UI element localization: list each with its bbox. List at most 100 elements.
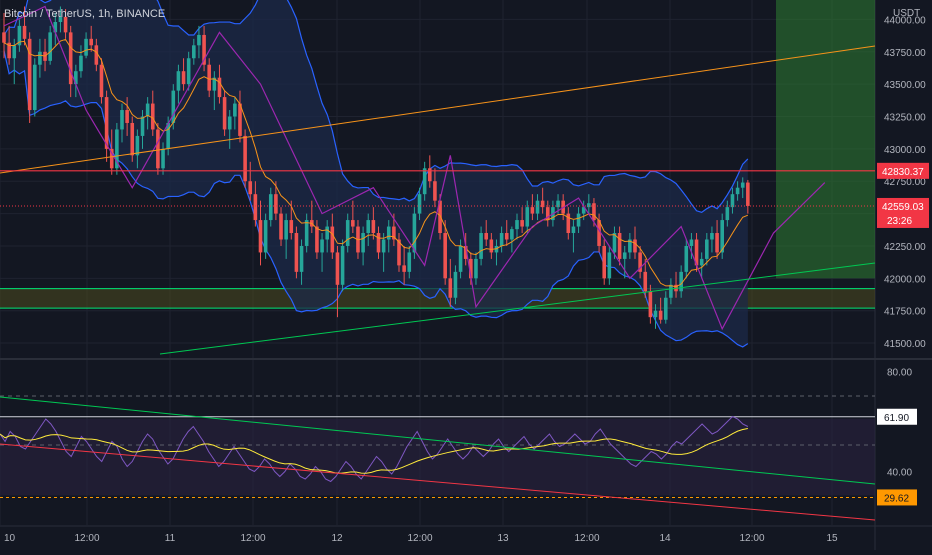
resistance-label: 42830.37 — [882, 167, 924, 178]
candle-body — [340, 245, 345, 285]
rsi-upper-box — [877, 408, 917, 425]
rsi-lower-box — [877, 489, 917, 506]
time-tick-label: 12:00 — [74, 533, 99, 544]
candle-body — [171, 90, 176, 123]
candle-body — [145, 103, 150, 117]
rsi-line — [0, 415, 749, 483]
candle-body — [684, 245, 689, 272]
price-tick-label: 44000.00 — [884, 15, 926, 26]
zigzag-line — [3, 5, 826, 331]
rsi-lower-label: 29.62 — [884, 493, 909, 504]
candle-body — [330, 226, 335, 253]
current-price-box — [877, 197, 929, 228]
candle-body — [258, 220, 263, 253]
rsi-upper-label: 61.90 — [884, 413, 909, 424]
rsi-band — [0, 418, 875, 496]
candle-body — [602, 245, 607, 279]
candle-body — [53, 22, 58, 33]
candle-body — [192, 45, 196, 59]
candle-body — [412, 213, 417, 253]
candle-body — [89, 38, 94, 46]
candle-body — [694, 239, 699, 266]
chart-title: Bitcoin / TetherUS, 1h, BINANCE — [4, 8, 166, 20]
price-tick-label: 42750.00 — [884, 177, 926, 188]
candle-body — [653, 310, 658, 318]
candle-body — [633, 239, 637, 253]
time-tick-label: 12:00 — [407, 533, 432, 544]
candle-body — [463, 245, 468, 259]
time-tick-label: 15 — [826, 533, 838, 544]
candle-body — [638, 252, 642, 272]
candle-body — [597, 220, 601, 246]
bollinger-lower — [3, 50, 749, 348]
rsi-tick-label: 80.00 — [887, 368, 912, 379]
candle-body — [566, 213, 571, 234]
candle-body — [515, 220, 519, 230]
candle-body — [746, 182, 750, 206]
candle-body — [458, 245, 463, 272]
candle-body — [238, 103, 242, 136]
candle-body — [628, 239, 632, 253]
candle-body — [386, 226, 391, 240]
candle-body — [397, 239, 401, 266]
time-tick-label: 10 — [4, 533, 16, 544]
candle-body — [274, 194, 278, 214]
candle-body — [217, 77, 222, 98]
candle-body — [556, 200, 560, 208]
candle-body — [730, 194, 735, 208]
candle-body — [248, 181, 253, 195]
candle-body — [740, 182, 745, 188]
candle-body — [161, 148, 165, 169]
candle-body — [407, 252, 412, 272]
candle-body — [279, 213, 283, 240]
price-tick-label: 43250.00 — [884, 113, 926, 124]
candle-body — [607, 252, 612, 279]
target-zone — [776, 0, 875, 279]
rsi-tick-label: 40.00 — [887, 468, 912, 479]
candle-body — [669, 284, 673, 298]
candle-body — [17, 25, 22, 46]
candle-body — [381, 239, 386, 253]
candle-body — [294, 233, 299, 272]
axes: 44000.00 43750.00 43500.00 43250.00 43000.00… — [4, 8, 929, 544]
time-tick-label: 12:00 — [739, 533, 764, 544]
candle-body — [227, 116, 232, 130]
candle-body — [417, 194, 422, 214]
candle-body — [38, 51, 42, 65]
candle-body — [720, 220, 724, 253]
candle-body — [222, 97, 227, 130]
candle-body — [402, 265, 406, 272]
candle-body — [592, 203, 596, 221]
candle-body — [304, 220, 309, 246]
candle-body — [109, 148, 114, 169]
ema-line — [3, 38, 749, 288]
candle-body — [181, 71, 186, 85]
candle-body — [63, 16, 68, 33]
candle-body — [520, 220, 524, 227]
candle-body — [725, 207, 730, 221]
candle-body — [120, 110, 124, 130]
countdown-label: 23:26 — [887, 216, 912, 227]
candle-body — [243, 135, 247, 182]
candle-body — [376, 233, 381, 253]
candle-body — [366, 220, 371, 234]
bollinger-upper — [3, 0, 749, 214]
candle-body — [587, 203, 591, 208]
candle-body — [443, 233, 447, 279]
rsi-trendline-red — [0, 443, 876, 521]
candle-body — [32, 64, 37, 111]
candle-body — [68, 32, 73, 85]
candle-body — [263, 220, 268, 253]
candle-body — [545, 207, 550, 221]
candle-body — [325, 226, 329, 240]
candle-body — [479, 233, 483, 259]
candle-body — [156, 129, 160, 169]
candle-body — [489, 239, 494, 253]
rsi-ma-line — [0, 427, 748, 474]
candle-body — [130, 122, 135, 156]
bollinger-bands — [3, 0, 749, 348]
candle-body — [679, 271, 683, 292]
candle-body — [499, 233, 504, 246]
